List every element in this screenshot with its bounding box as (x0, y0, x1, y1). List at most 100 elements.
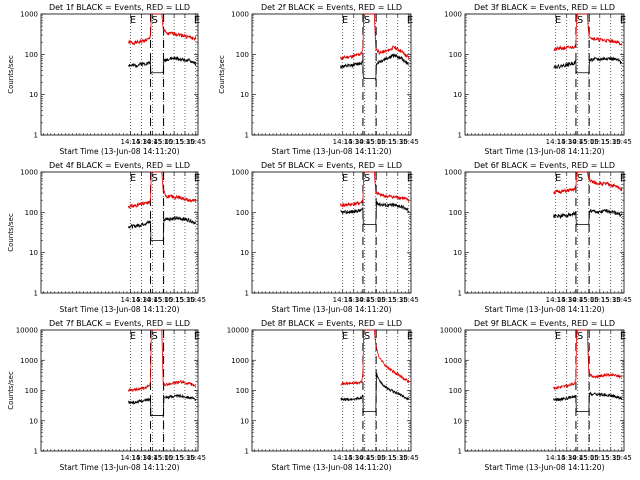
x-axis-label: Start Time (13-Jun-08 14:11:20) (60, 463, 180, 472)
y-tick-label: 10000 (227, 327, 249, 335)
end-marker: E (130, 331, 136, 342)
x-tick-label: 14:15 (333, 296, 353, 304)
x-tick-label: 14:45 (355, 454, 375, 462)
panel-5: Det 5f BLACK = Events, RED = LLD Start Ti… (231, 161, 419, 314)
y-tick-label: 1000 (231, 11, 249, 19)
series-events-line (340, 200, 410, 226)
x-tick-label: 15:15 (164, 454, 184, 462)
series-lld-line (128, 329, 197, 393)
start-marker: S (152, 173, 158, 184)
start-marker: S (577, 331, 583, 342)
y-tick-label: 100 (236, 387, 249, 395)
end-marker: E (555, 173, 561, 184)
y-tick-label: 1000 (444, 169, 462, 177)
panel-7: Det 7f BLACK = Events, RED = LLD Counts/s… (7, 319, 206, 472)
x-tick-label: 14:30 (131, 138, 151, 146)
y-tick-label: 100 (236, 209, 249, 217)
start-marker: S (152, 15, 158, 26)
x-tick-label: 15:15 (164, 138, 184, 146)
x-tick-label: 15:00 (579, 454, 599, 462)
x-tick-label: 15:00 (366, 138, 386, 146)
x-tick-label: 15:30 (601, 138, 621, 146)
series-events-line (340, 53, 410, 81)
x-tick-label: 14:45 (142, 296, 162, 304)
panel-title: Det 2f BLACK = Events, RED = LLD (261, 3, 402, 12)
y-tick-label: 1000 (231, 357, 249, 365)
end-marker: E (194, 173, 200, 184)
series-lld-line (553, 329, 622, 391)
x-tick-label: 15:00 (579, 138, 599, 146)
x-tick-label: 14:15 (121, 138, 141, 146)
x-tick-label: 14:30 (557, 138, 577, 146)
series-events-line (128, 393, 197, 417)
x-tick-label: 15:45 (186, 138, 206, 146)
x-tick-label: 15:00 (153, 138, 173, 146)
x-tick-label: 15:00 (153, 454, 173, 462)
y-tick-label: 10000 (440, 327, 462, 335)
start-marker: S (364, 15, 370, 26)
x-tick-label: 14:30 (344, 296, 364, 304)
x-tick-label: 15:30 (601, 296, 621, 304)
x-tick-label: 15:15 (590, 296, 610, 304)
plot-frame (251, 329, 412, 452)
panel-title: Det 7f BLACK = Events, RED = LLD (49, 319, 190, 328)
panel-title: Det 6f BLACK = Events, RED = LLD (474, 161, 615, 170)
end-marker: E (620, 15, 626, 26)
y-tick-label: 1 (34, 448, 38, 456)
end-marker: E (342, 15, 348, 26)
x-tick-label: 14:45 (568, 296, 588, 304)
series-events-line (128, 215, 197, 242)
x-axis-label: Start Time (13-Jun-08 14:11:20) (272, 147, 392, 156)
y-tick-label: 1 (34, 290, 38, 298)
end-marker: E (342, 331, 348, 342)
end-marker: E (194, 15, 200, 26)
x-tick-label: 15:15 (377, 138, 397, 146)
panel-title: Det 5f BLACK = Events, RED = LLD (261, 161, 402, 170)
y-tick-label: 1 (245, 290, 249, 298)
x-tick-label: 14:45 (568, 454, 588, 462)
series-events-line (553, 56, 622, 74)
y-axis-label: Counts/sec (218, 55, 226, 94)
x-tick-label: 14:45 (142, 454, 162, 462)
y-tick-label: 10 (453, 249, 462, 257)
series-lld-line (553, 13, 623, 51)
panel-title: Det 4f BLACK = Events, RED = LLD (49, 161, 190, 170)
x-tick-label: 15:30 (388, 296, 408, 304)
end-marker: E (407, 331, 413, 342)
x-tick-label: 15:15 (377, 454, 397, 462)
y-tick-label: 1 (245, 448, 249, 456)
x-tick-label: 15:15 (590, 138, 610, 146)
x-tick-label: 14:45 (142, 138, 162, 146)
x-tick-label: 15:15 (377, 296, 397, 304)
x-tick-label: 15:30 (601, 454, 621, 462)
panel-title: Det 3f BLACK = Events, RED = LLD (474, 3, 615, 12)
x-tick-label: 15:45 (186, 296, 206, 304)
end-marker: E (130, 173, 136, 184)
y-tick-label: 100 (25, 209, 38, 217)
y-tick-label: 1000 (444, 357, 462, 365)
plot-frame (251, 13, 412, 136)
panel-1: Det 1f BLACK = Events, RED = LLD Counts/s… (7, 3, 206, 156)
end-marker: E (407, 15, 413, 26)
y-tick-label: 10000 (16, 327, 38, 335)
start-marker: S (577, 15, 583, 26)
x-axis-label: Start Time (13-Jun-08 14:11:20) (485, 463, 605, 472)
x-axis-label: Start Time (13-Jun-08 14:11:20) (272, 463, 392, 472)
series-lld-line (340, 171, 410, 208)
panel-title: Det 8f BLACK = Events, RED = LLD (261, 319, 402, 328)
series-lld-line (340, 13, 410, 61)
y-tick-label: 1 (458, 132, 462, 140)
x-tick-label: 14:15 (121, 454, 141, 462)
y-tick-label: 10 (453, 417, 462, 425)
panel-title: Det 9f BLACK = Events, RED = LLD (474, 319, 615, 328)
end-marker: E (555, 15, 561, 26)
y-tick-label: 1 (34, 132, 38, 140)
series-lld-line (128, 171, 197, 209)
x-tick-label: 15:00 (366, 296, 386, 304)
plot-frame (40, 329, 199, 452)
end-marker: E (555, 331, 561, 342)
x-tick-label: 14:15 (121, 296, 141, 304)
y-tick-label: 10 (29, 417, 38, 425)
y-tick-label: 1 (245, 132, 249, 140)
